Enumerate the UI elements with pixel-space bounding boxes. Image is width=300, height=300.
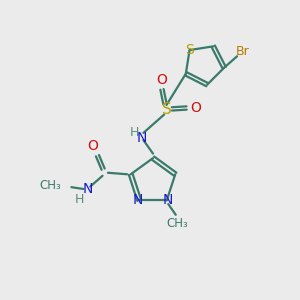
- Text: N: N: [136, 131, 147, 145]
- Text: N: N: [133, 194, 143, 207]
- Text: S: S: [185, 43, 194, 57]
- Text: H: H: [130, 126, 139, 140]
- Text: N: N: [83, 182, 93, 196]
- Text: O: O: [88, 139, 98, 153]
- Text: N: N: [163, 194, 173, 207]
- Text: Br: Br: [235, 45, 249, 58]
- Text: O: O: [190, 101, 201, 115]
- Text: CH₃: CH₃: [167, 217, 188, 230]
- Text: CH₃: CH₃: [39, 179, 61, 193]
- Text: S: S: [162, 102, 171, 117]
- Text: O: O: [157, 73, 167, 87]
- Text: H: H: [74, 193, 84, 206]
